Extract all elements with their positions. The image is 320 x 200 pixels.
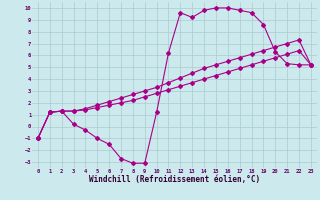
X-axis label: Windchill (Refroidissement éolien,°C): Windchill (Refroidissement éolien,°C) bbox=[89, 175, 260, 184]
